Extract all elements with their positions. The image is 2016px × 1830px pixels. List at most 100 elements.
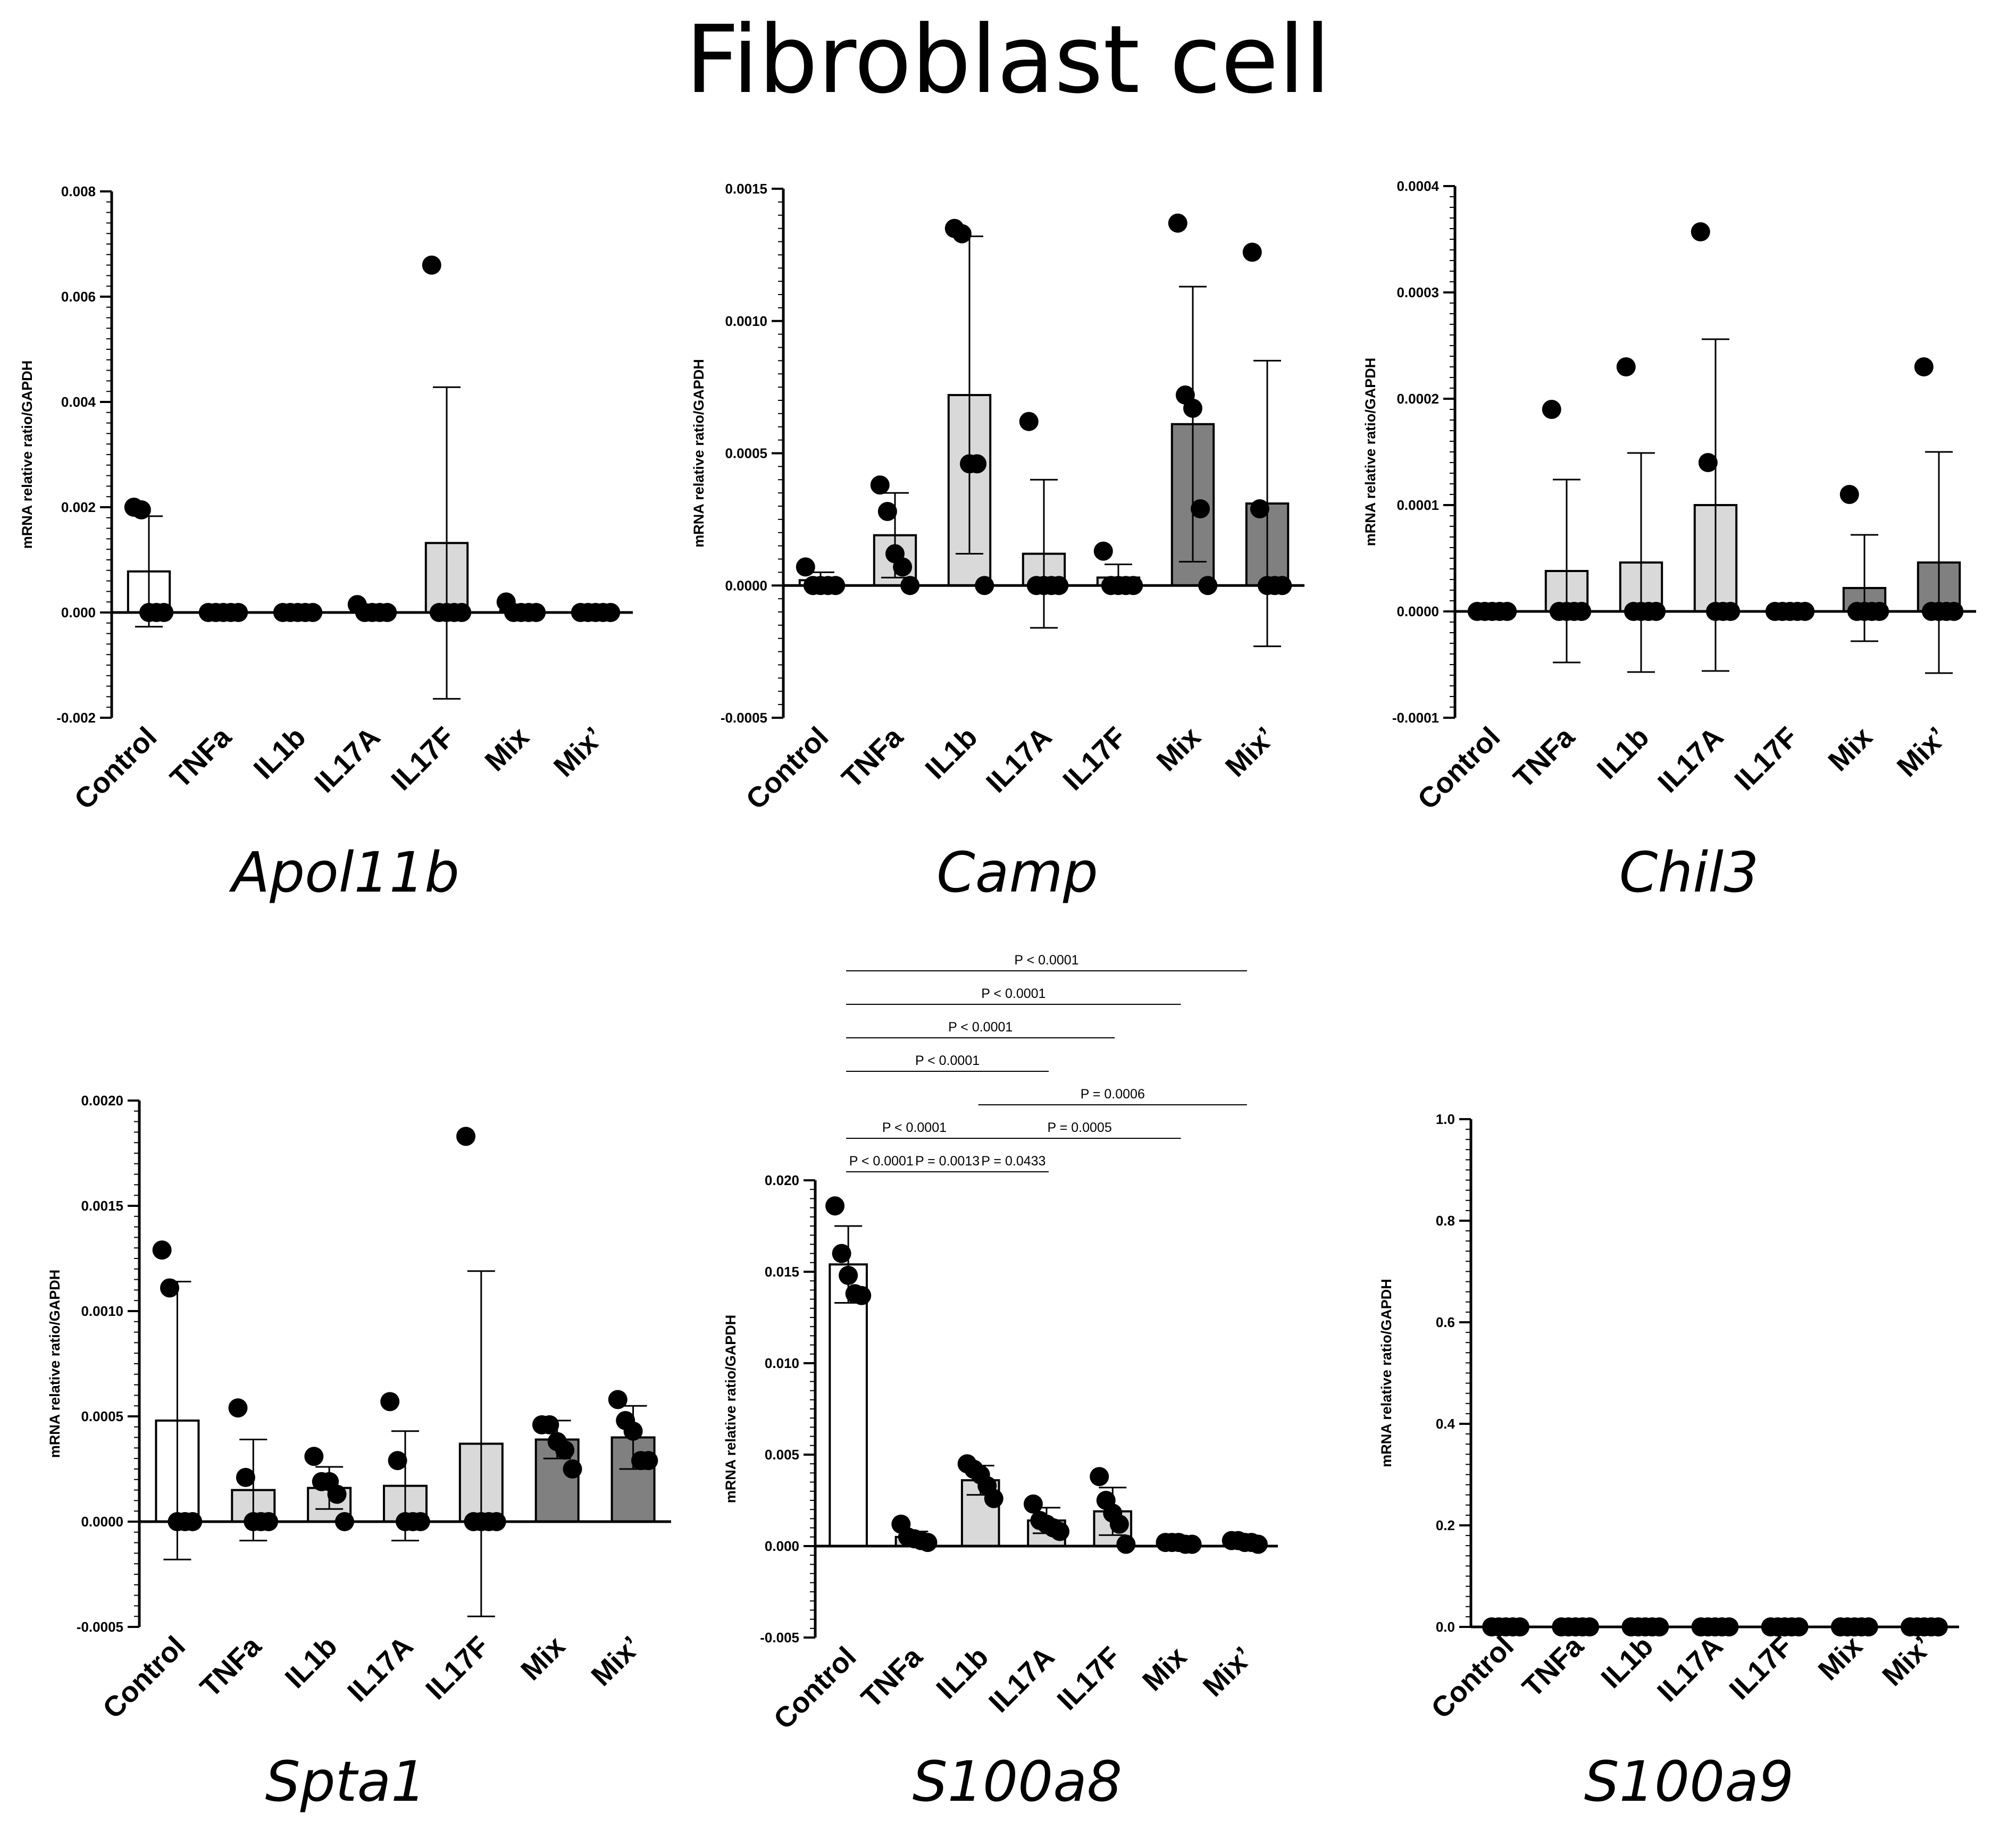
camp-y-tick-label: 0.0015 — [725, 181, 767, 197]
s100a8-x-tick-label: Mix — [1136, 1641, 1193, 1697]
camp-point-il17a — [1019, 412, 1039, 431]
s100a9-x-tick-label: Mix’ — [1876, 1630, 1938, 1692]
s100a8-point-il17f — [1090, 1467, 1109, 1487]
camp-y-axis-label: mRNA relative ratio/GAPDH — [691, 359, 707, 548]
spta1-x-tick-label: Control — [97, 1630, 191, 1725]
gene-label-spta1: Spta1 — [265, 1749, 426, 1814]
s100a8-x-tick-label: IL17A — [983, 1641, 1060, 1718]
apol11b-point-il17f — [422, 255, 441, 275]
spta1-y-tick-label: 0.0020 — [81, 1093, 123, 1109]
camp-point-il1b — [967, 454, 987, 474]
s100a9-y-axis-label: mRNA relative ratio/GAPDH — [1378, 1279, 1394, 1467]
apol11b-y-tick-label: -0.002 — [56, 710, 96, 726]
s100a9-x-tick-label: IL1b — [1595, 1630, 1659, 1694]
chil3-y-tick-label: 0.0004 — [1396, 178, 1439, 194]
s100a8-point-il17f — [1116, 1534, 1136, 1554]
chil3-point-mix — [1839, 485, 1859, 504]
s100a8-x-tick-label: IL17F — [1051, 1641, 1127, 1716]
s100a8-point-il1b — [984, 1489, 1003, 1508]
s100a9-y-tick-label: 0.8 — [1436, 1213, 1455, 1229]
spta1-point-il17f — [456, 1127, 476, 1146]
chil3-x-tick-label: TNFa — [1508, 720, 1582, 794]
s100a8-y-tick-label: -0.005 — [760, 1630, 799, 1646]
chil3-y-tick-label: 0.0003 — [1396, 284, 1439, 300]
gene-label-camp: Camp — [936, 840, 1098, 905]
camp-x-tick-label: Mix’ — [1219, 721, 1282, 783]
s100a9-y-tick-label: 0.6 — [1436, 1314, 1455, 1330]
camp-y-tick-label: 0.0010 — [725, 313, 767, 329]
camp-point-control — [796, 557, 815, 577]
apol11b-y-tick-label: 0.002 — [61, 499, 96, 515]
s100a9-y-tick-label: 0.0 — [1436, 1619, 1455, 1635]
chil3-x-tick-label: IL1b — [1591, 721, 1655, 785]
chil3-y-axis-label: mRNA relative ratio/GAPDH — [1362, 358, 1378, 547]
s100a9-x-tick-label: Mix — [1812, 1630, 1869, 1686]
apol11b-x-tick-label: IL17A — [308, 721, 386, 799]
s100a9-x-tick-label: TNFa — [1516, 1630, 1590, 1703]
apol11b-y-tick-label: 0.008 — [61, 183, 96, 199]
s100a9-y-tick-label: 0.2 — [1436, 1517, 1455, 1533]
spta1-point-mix — [608, 1390, 628, 1409]
apol11b-x-tick-label: Control — [68, 721, 163, 816]
spta1-point-il1b — [327, 1484, 347, 1504]
s100a8-sig-label: P = 0.0005 — [1048, 1120, 1112, 1135]
spta1-point-mix — [563, 1459, 582, 1479]
s100a8-point-control — [839, 1265, 858, 1285]
spta1-y-axis-label: mRNA relative ratio/GAPDH — [47, 1270, 63, 1458]
apol11b-y-axis-label: mRNA relative ratio/GAPDH — [19, 360, 35, 549]
s100a9-x-tick-label: Control — [1425, 1630, 1520, 1725]
s100a8-sig-label: P < 0.0001 — [882, 1120, 947, 1135]
s100a9-x-tick-label: IL17F — [1723, 1630, 1798, 1706]
camp-y-tick-label: 0.0005 — [725, 446, 767, 461]
camp-point-mix — [1250, 499, 1269, 518]
chil3-x-tick-label: IL17A — [1652, 721, 1729, 799]
s100a8-y-tick-label: 0.015 — [765, 1264, 799, 1280]
s100a8-y-tick-label: 0.005 — [765, 1447, 799, 1463]
chart-spta1: -0.0005 0.0000 0.0005 0.0010 0.0015 0.0020 mRN… — [47, 1093, 671, 1725]
apol11b-y-tick-label: 0.006 — [61, 289, 96, 305]
spta1-point-il1b — [304, 1447, 324, 1466]
spta1-point-il17a — [388, 1451, 407, 1471]
s100a8-point-tnfa — [918, 1533, 938, 1552]
camp-point-tnfa — [877, 501, 897, 521]
spta1-y-tick-label: 0.0000 — [81, 1514, 123, 1530]
camp-y-tick-label: 0.0000 — [725, 577, 767, 593]
spta1-x-tick-label: Mix — [515, 1630, 571, 1686]
s100a8-point-control — [832, 1244, 851, 1263]
s100a9-y-tick-label: 1.0 — [1436, 1111, 1455, 1127]
spta1-point-mix — [623, 1421, 643, 1441]
s100a8-point-il17a — [1050, 1522, 1070, 1541]
s100a8-point-control — [852, 1286, 872, 1305]
s100a8-point-mix — [1248, 1534, 1268, 1554]
chart-s100a8: -0.005 0.000 0.005 0.010 0.015 0.020 mRNA rela… — [723, 953, 1278, 1735]
s100a8-sig-label: P = 0.0433 — [981, 1154, 1045, 1169]
camp-point-mix — [1191, 499, 1210, 518]
gene-label-s100a8: S100a8 — [912, 1749, 1123, 1814]
s100a8-x-tick-label: TNFa — [855, 1640, 929, 1714]
chil3-y-tick-label: 0.0000 — [1396, 603, 1439, 619]
apol11b-x-tick-label: TNFa — [164, 720, 238, 794]
gene-label-s100a9: S100a9 — [1584, 1749, 1794, 1814]
chil3-y-tick-label: 0.0001 — [1396, 497, 1439, 513]
spta1-x-tick-label: IL17F — [420, 1630, 495, 1706]
camp-point-tnfa — [893, 557, 913, 577]
spta1-point-tnfa — [228, 1398, 248, 1418]
spta1-x-tick-label: Mix’ — [585, 1630, 647, 1692]
s100a8-y-axis-label: mRNA relative ratio/GAPDH — [723, 1315, 739, 1504]
apol11b-y-tick-label: 0.000 — [61, 605, 96, 620]
chart-apol11b: -0.002 0.000 0.002 0.004 0.006 0.008 mRNA rela… — [19, 183, 633, 816]
chart-camp: -0.0005 0.0000 0.0005 0.0010 0.0015 mRNA rela… — [691, 181, 1304, 816]
spta1-x-tick-label: IL1b — [279, 1630, 344, 1694]
spta1-point-control — [160, 1278, 180, 1298]
s100a8-point-control — [825, 1196, 845, 1216]
apol11b-y-tick-label: 0.004 — [61, 394, 96, 410]
s100a8-point-il17f — [1109, 1514, 1129, 1534]
camp-point-il17f — [1093, 541, 1113, 561]
camp-point-mix — [1183, 398, 1202, 418]
spta1-y-tick-label: 0.0015 — [81, 1198, 123, 1214]
camp-point-mix — [1168, 213, 1187, 233]
spta1-y-tick-label: 0.0010 — [81, 1303, 123, 1319]
camp-x-tick-label: IL1b — [919, 721, 984, 785]
apol11b-x-tick-label: IL17F — [385, 721, 461, 796]
s100a8-y-tick-label: 0.020 — [765, 1172, 799, 1188]
